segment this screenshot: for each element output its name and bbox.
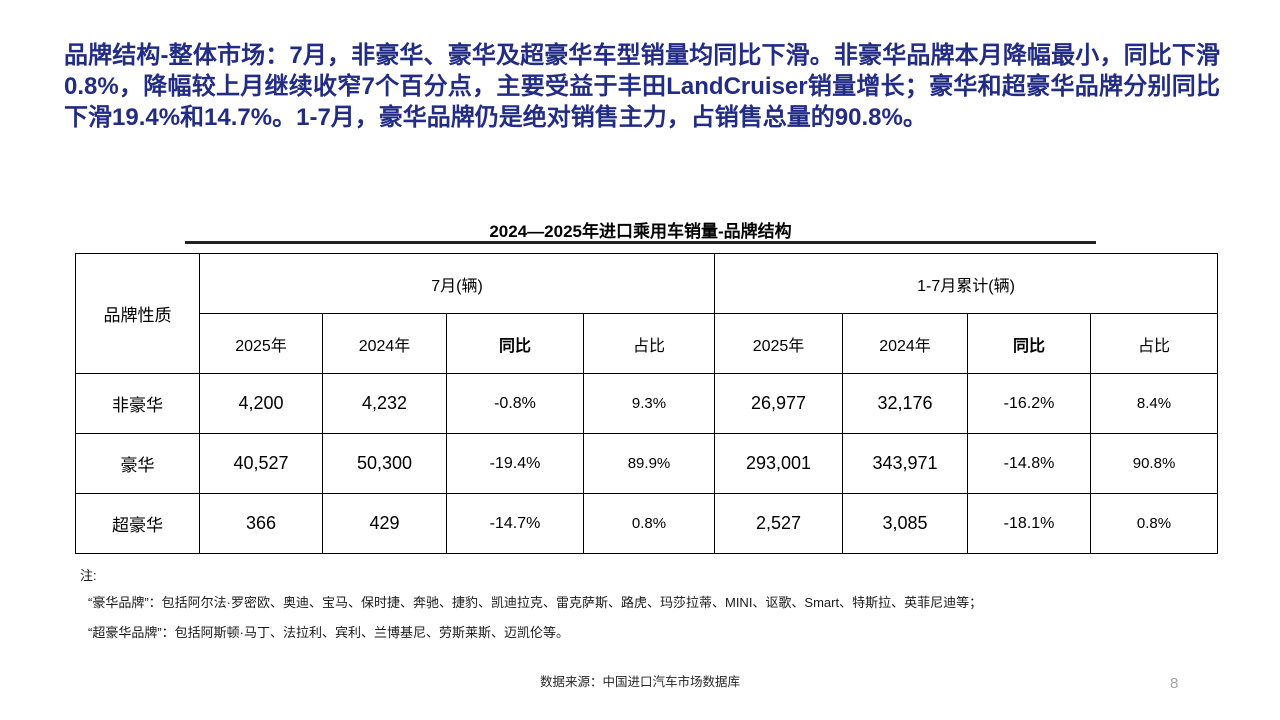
page-number: 8 xyxy=(1170,675,1179,692)
share-cell: 89.9% xyxy=(583,433,715,494)
value-cell: 40,527 xyxy=(199,433,323,494)
note-super-luxury-brands: “超豪华品牌”：包括阿斯顿·马丁、法拉利、宾利、兰博基尼、劳斯莱斯、迈凯伦等。 xyxy=(88,625,569,640)
value-cell: 2,527 xyxy=(714,493,843,554)
value-cell: 366 xyxy=(199,493,323,554)
value-cell: 4,232 xyxy=(322,373,447,434)
brand-structure-table: 品牌性质 7月(辆) 1-7月累计(辆) 2025年 2024年 同比 占比 2… xyxy=(75,253,1219,554)
subheader-july-yoy: 同比 xyxy=(446,313,584,374)
subheader-cum-share: 占比 xyxy=(1089,313,1219,374)
table-row-non-luxury: 非豪华 4,200 4,232 -0.8% 9.3% 26,977 32,176… xyxy=(75,373,1219,434)
value-cell: 26,977 xyxy=(714,373,843,434)
value-cell: 429 xyxy=(322,493,447,554)
brand-cell: 非豪华 xyxy=(75,373,200,434)
brand-cell: 超豪华 xyxy=(75,493,200,554)
group-header-cumulative: 1-7月累计(辆) xyxy=(713,253,1219,314)
yoy-cell: -14.7% xyxy=(446,493,584,554)
value-cell: 293,001 xyxy=(714,433,843,494)
title-underline xyxy=(185,241,1096,244)
share-cell: 9.3% xyxy=(583,373,715,434)
yoy-cell: -14.8% xyxy=(967,433,1091,494)
note-luxury-brands: “豪华品牌”：包括阿尔法·罗密欧、奥迪、宝马、保时捷、奔驰、捷豹、凯迪拉克、雷克… xyxy=(88,595,983,610)
data-source-footer: 数据来源：中国进口汽车市场数据库 xyxy=(539,675,740,689)
subheader-cum-2025: 2025年 xyxy=(714,313,843,374)
subheader-july-2024: 2024年 xyxy=(322,313,447,374)
value-cell: 3,085 xyxy=(842,493,968,554)
yoy-cell: -0.8% xyxy=(446,373,584,434)
slide-heading: 品牌结构-整体市场：7月，非豪华、豪华及超豪华车型销量均同比下滑。非豪华品牌本月… xyxy=(64,42,1220,131)
share-cell: 0.8% xyxy=(1089,493,1219,554)
yoy-cell: -16.2% xyxy=(967,373,1091,434)
subheader-july-share: 占比 xyxy=(583,313,715,374)
table-row-luxury: 豪华 40,527 50,300 -19.4% 89.9% 293,001 34… xyxy=(75,433,1219,494)
value-cell: 343,971 xyxy=(842,433,968,494)
yoy-cell: -19.4% xyxy=(446,433,584,494)
value-cell: 32,176 xyxy=(842,373,968,434)
value-cell: 4,200 xyxy=(199,373,323,434)
yoy-cell: -18.1% xyxy=(967,493,1091,554)
table-row-super-luxury: 超豪华 366 429 -14.7% 0.8% 2,527 3,085 -18.… xyxy=(75,493,1219,554)
share-cell: 8.4% xyxy=(1089,373,1219,434)
corner-header-brand-type: 品牌性质 xyxy=(75,253,200,374)
subheader-cum-2024: 2024年 xyxy=(842,313,968,374)
subheader-cum-yoy: 同比 xyxy=(967,313,1091,374)
value-cell: 50,300 xyxy=(322,433,447,494)
group-header-july: 7月(辆) xyxy=(199,253,715,314)
table-title: 2024—2025年进口乘用车销量-品牌结构 xyxy=(489,222,792,241)
share-cell: 0.8% xyxy=(583,493,715,554)
notes-label: 注: xyxy=(80,568,97,583)
brand-cell: 豪华 xyxy=(75,433,200,494)
subheader-july-2025: 2025年 xyxy=(199,313,323,374)
share-cell: 90.8% xyxy=(1089,433,1219,494)
